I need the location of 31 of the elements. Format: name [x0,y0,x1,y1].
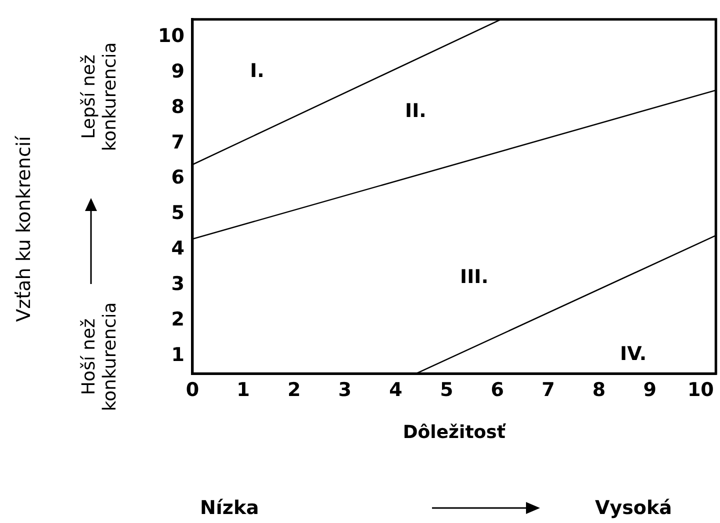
y-tick-label: 8 [171,96,184,118]
text: Lepší než konkurencia [78,41,121,154]
y-tick-label: 5 [171,202,184,224]
x-tick-label: 3 [338,378,352,401]
x-tick-label: 2 [287,378,301,401]
x-tick-label: 5 [440,378,454,401]
y-tick-label: 3 [171,272,184,295]
y-tick-label: 1 [171,344,184,366]
annotation: II. [405,100,426,122]
y-tick-label: 6 [171,166,184,189]
x-tick-label: 7 [542,378,555,401]
x-tick-label: 8 [592,378,606,401]
y-tick-label: 9 [171,60,184,82]
y-tick-label: 4 [171,238,184,260]
x-tick-label: 1 [236,378,250,401]
y-tick-label: 2 [171,308,184,330]
x-tick-label: 6 [490,378,504,401]
text: Nízka [200,497,259,519]
annotation: IV. [620,343,647,365]
text: Vysoká [595,497,672,519]
y-tick-label: 7 [171,131,184,154]
x-axis-title: Dôležitosť [402,422,507,443]
x-tick-label: 9 [643,378,656,401]
text: Vzťah ku konkrencií [13,134,36,324]
text: Hoší než konkurencia [78,301,121,414]
x-tick-label: 4 [389,378,402,401]
x-tick-label: 10 [687,378,714,401]
y-tick-label: 10 [158,25,184,48]
x-tick-label: 0 [186,378,200,401]
annotation: III. [460,266,488,288]
annotation: I. [250,60,264,82]
